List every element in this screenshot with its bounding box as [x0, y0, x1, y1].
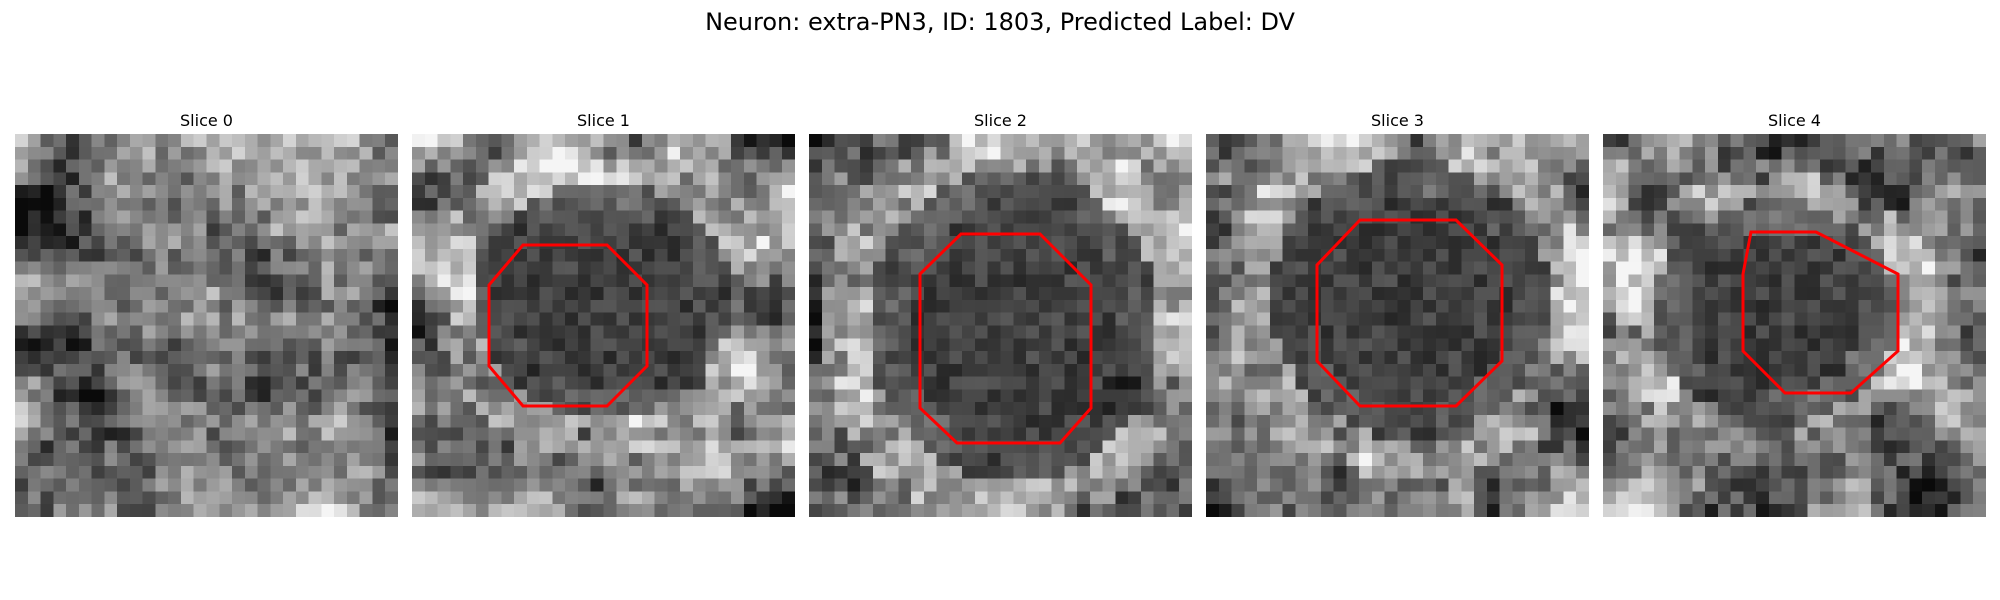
slice-title: Slice 0 — [180, 111, 233, 130]
figure-title: Neuron: extra-PN3, ID: 1803, Predicted L… — [705, 8, 1295, 36]
slice-title: Slice 4 — [1768, 111, 1821, 130]
slice-image — [15, 134, 398, 517]
slice-image — [1206, 134, 1589, 517]
slice-image — [1603, 134, 1986, 517]
slice-panel-3: Slice 3 — [1206, 110, 1589, 517]
slice-title: Slice 2 — [974, 111, 1027, 130]
neuron-contour — [487, 243, 649, 408]
slice-panel-0: Slice 0 — [15, 110, 398, 517]
slice-panel-4: Slice 4 — [1603, 110, 1986, 517]
slice-image-pixels — [1206, 134, 1589, 517]
slice-image — [412, 134, 795, 517]
slice-panel-1: Slice 1 — [412, 110, 795, 517]
slice-image — [809, 134, 1192, 517]
slice-title: Slice 3 — [1371, 111, 1424, 130]
slice-panel-2: Slice 2 — [809, 110, 1192, 517]
slice-image-pixels — [412, 134, 795, 517]
neuron-contour — [1315, 218, 1504, 408]
slice-image-pixels — [1603, 134, 1986, 517]
slice-image-pixels — [809, 134, 1192, 517]
slice-image-pixels — [15, 134, 398, 517]
neuron-contour — [918, 232, 1093, 445]
slice-title: Slice 1 — [577, 111, 630, 130]
neuron-contour — [1741, 230, 1900, 395]
